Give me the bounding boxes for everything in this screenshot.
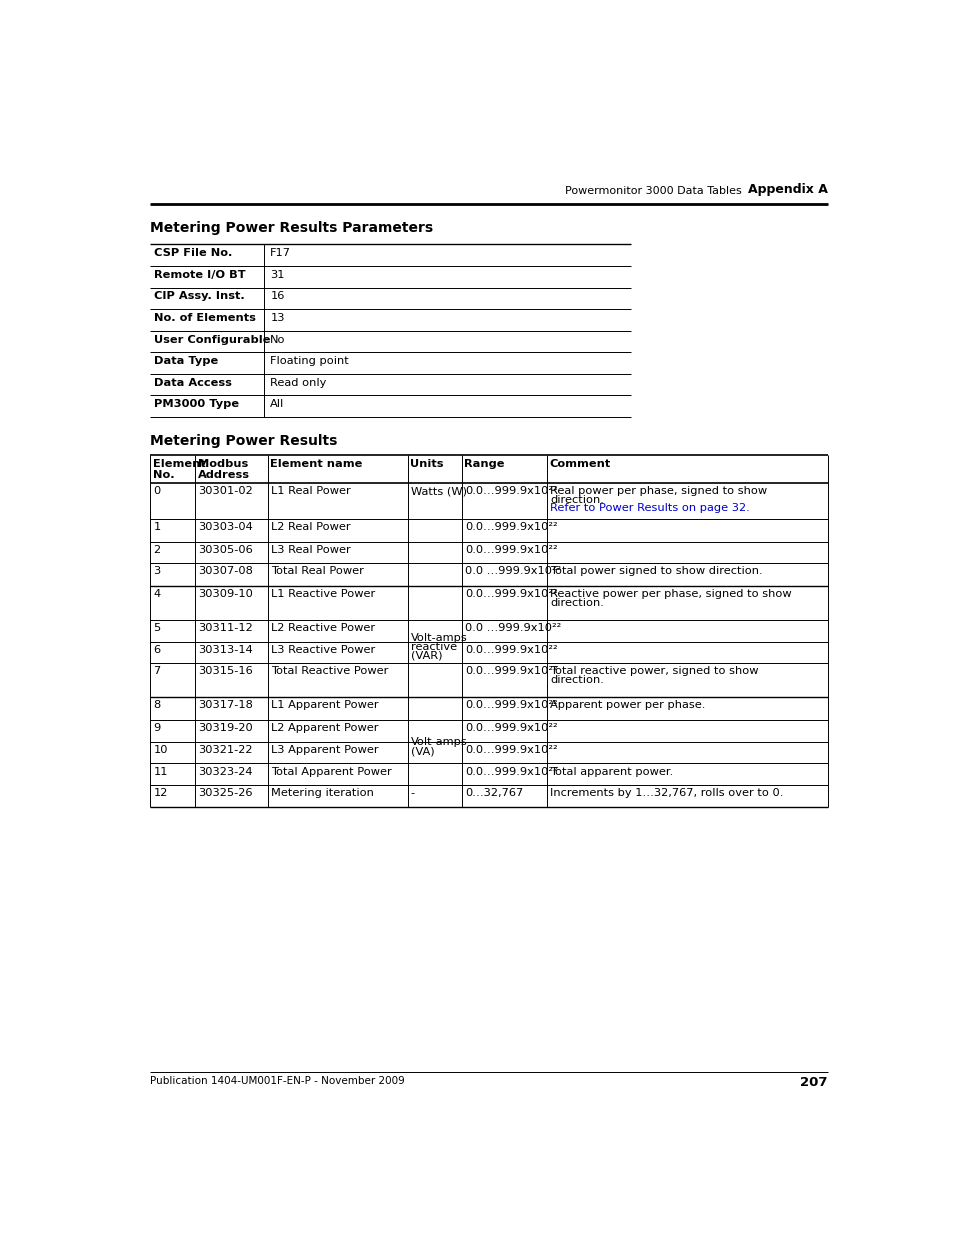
Text: 8: 8 [153, 700, 160, 710]
Text: 0.0…999.9x10²²: 0.0…999.9x10²² [464, 700, 557, 710]
Text: Powermonitor 3000 Data Tables: Powermonitor 3000 Data Tables [564, 186, 740, 196]
Text: 30311-12: 30311-12 [198, 624, 253, 634]
Text: 6: 6 [153, 645, 160, 655]
Text: 3: 3 [153, 567, 160, 577]
Text: 0.0 …999.9x10²²: 0.0 …999.9x10²² [464, 567, 560, 577]
Text: Publication 1404-UM001F-EN-P - November 2009: Publication 1404-UM001F-EN-P - November … [150, 1076, 405, 1086]
Text: 0.0…999.9x10²²: 0.0…999.9x10²² [464, 589, 557, 599]
Text: Element name: Element name [270, 458, 362, 468]
Text: 30309-10: 30309-10 [198, 589, 253, 599]
Text: Modbus
Address: Modbus Address [197, 458, 250, 480]
Text: CIP Assy. Inst.: CIP Assy. Inst. [154, 291, 245, 301]
Text: direction.: direction. [550, 495, 603, 505]
Text: 0.0…999.9x10²²: 0.0…999.9x10²² [464, 667, 557, 677]
Text: 30325-26: 30325-26 [198, 788, 253, 798]
Text: No. of Elements: No. of Elements [154, 312, 255, 324]
Text: Comment: Comment [549, 458, 610, 468]
Text: 30315-16: 30315-16 [198, 667, 253, 677]
Text: Apparent power per phase.: Apparent power per phase. [550, 700, 705, 710]
Text: Total Apparent Power: Total Apparent Power [271, 767, 392, 777]
Text: 5: 5 [153, 624, 160, 634]
Text: Floating point: Floating point [270, 356, 349, 366]
Text: (VA): (VA) [410, 747, 434, 757]
Text: Read only: Read only [270, 378, 327, 388]
Text: 30317-18: 30317-18 [198, 700, 253, 710]
Text: User Configurable: User Configurable [154, 335, 271, 345]
Text: Total Reactive Power: Total Reactive Power [271, 667, 388, 677]
Text: 30313-14: 30313-14 [198, 645, 253, 655]
Text: 30319-20: 30319-20 [198, 724, 253, 734]
Text: 30305-06: 30305-06 [198, 545, 253, 555]
Text: 2: 2 [153, 545, 160, 555]
Text: Volt-amps: Volt-amps [410, 737, 467, 747]
Text: Total apparent power.: Total apparent power. [550, 767, 673, 777]
Text: L2 Reactive Power: L2 Reactive Power [271, 624, 375, 634]
Text: 30323-24: 30323-24 [198, 767, 253, 777]
Text: L1 Real Power: L1 Real Power [271, 487, 351, 496]
Text: 31: 31 [270, 270, 285, 280]
Text: L2 Real Power: L2 Real Power [271, 521, 351, 531]
Text: 9: 9 [153, 724, 160, 734]
Text: 0…32,767: 0…32,767 [464, 788, 522, 798]
Text: F17: F17 [270, 248, 291, 258]
Text: Total power signed to show direction.: Total power signed to show direction. [550, 567, 762, 577]
Text: 11: 11 [153, 767, 168, 777]
Text: 0: 0 [153, 487, 160, 496]
Text: direction.: direction. [550, 598, 603, 608]
Text: reactive: reactive [410, 642, 456, 652]
Text: 13: 13 [270, 312, 285, 324]
Text: Appendix A: Appendix A [747, 183, 827, 196]
Text: Volt-amps: Volt-amps [410, 634, 467, 643]
Text: 30301-02: 30301-02 [198, 487, 253, 496]
Text: CSP File No.: CSP File No. [154, 248, 233, 258]
Text: 30303-04: 30303-04 [198, 521, 253, 531]
Text: L3 Reactive Power: L3 Reactive Power [271, 645, 375, 655]
Text: Total Real Power: Total Real Power [271, 567, 364, 577]
Text: 30321-22: 30321-22 [198, 745, 253, 755]
Text: 7: 7 [153, 667, 160, 677]
Text: Increments by 1…32,767, rolls over to 0.: Increments by 1…32,767, rolls over to 0. [550, 788, 782, 798]
Text: Data Access: Data Access [154, 378, 232, 388]
Text: Refer to Power Results on page 32.: Refer to Power Results on page 32. [550, 503, 749, 514]
Text: Element
No.: Element No. [152, 458, 205, 480]
Text: No: No [270, 335, 286, 345]
Text: Metering iteration: Metering iteration [271, 788, 374, 798]
Text: L3 Real Power: L3 Real Power [271, 545, 351, 555]
Text: PM3000 Type: PM3000 Type [154, 399, 239, 409]
Text: 0.0…999.9x10²²: 0.0…999.9x10²² [464, 487, 557, 496]
Text: Range: Range [464, 458, 504, 468]
Text: Real power per phase, signed to show: Real power per phase, signed to show [550, 487, 766, 496]
Text: 4: 4 [153, 589, 160, 599]
Text: 0.0…999.9x10²²: 0.0…999.9x10²² [464, 724, 557, 734]
Text: 207: 207 [800, 1076, 827, 1089]
Text: Metering Power Results Parameters: Metering Power Results Parameters [150, 221, 433, 235]
Text: Remote I/O BT: Remote I/O BT [154, 270, 246, 280]
Text: L3 Apparent Power: L3 Apparent Power [271, 745, 378, 755]
Text: 1: 1 [153, 521, 160, 531]
Text: 0.0…999.9x10²²: 0.0…999.9x10²² [464, 645, 557, 655]
Text: Metering Power Results: Metering Power Results [150, 433, 337, 448]
Text: 0.0…999.9x10²²: 0.0…999.9x10²² [464, 767, 557, 777]
Text: 12: 12 [153, 788, 168, 798]
Text: L2 Apparent Power: L2 Apparent Power [271, 724, 378, 734]
Text: (VAR): (VAR) [410, 651, 441, 661]
Text: -: - [410, 788, 415, 798]
Text: All: All [270, 399, 284, 409]
Text: L1 Apparent Power: L1 Apparent Power [271, 700, 378, 710]
Text: 0.0…999.9x10²²: 0.0…999.9x10²² [464, 521, 557, 531]
Text: Reactive power per phase, signed to show: Reactive power per phase, signed to show [550, 589, 791, 599]
Text: 0.0…999.9x10²²: 0.0…999.9x10²² [464, 745, 557, 755]
Text: 0.0 …999.9x10²²: 0.0 …999.9x10²² [464, 624, 560, 634]
Text: Watts (W): Watts (W) [410, 487, 466, 496]
Text: Units: Units [410, 458, 443, 468]
Text: L1 Reactive Power: L1 Reactive Power [271, 589, 375, 599]
Text: 16: 16 [270, 291, 284, 301]
Text: 10: 10 [153, 745, 168, 755]
Text: Total reactive power, signed to show: Total reactive power, signed to show [550, 667, 758, 677]
Text: Data Type: Data Type [154, 356, 218, 366]
Text: direction.: direction. [550, 674, 603, 685]
Text: 0.0…999.9x10²²: 0.0…999.9x10²² [464, 545, 557, 555]
Text: 30307-08: 30307-08 [198, 567, 253, 577]
